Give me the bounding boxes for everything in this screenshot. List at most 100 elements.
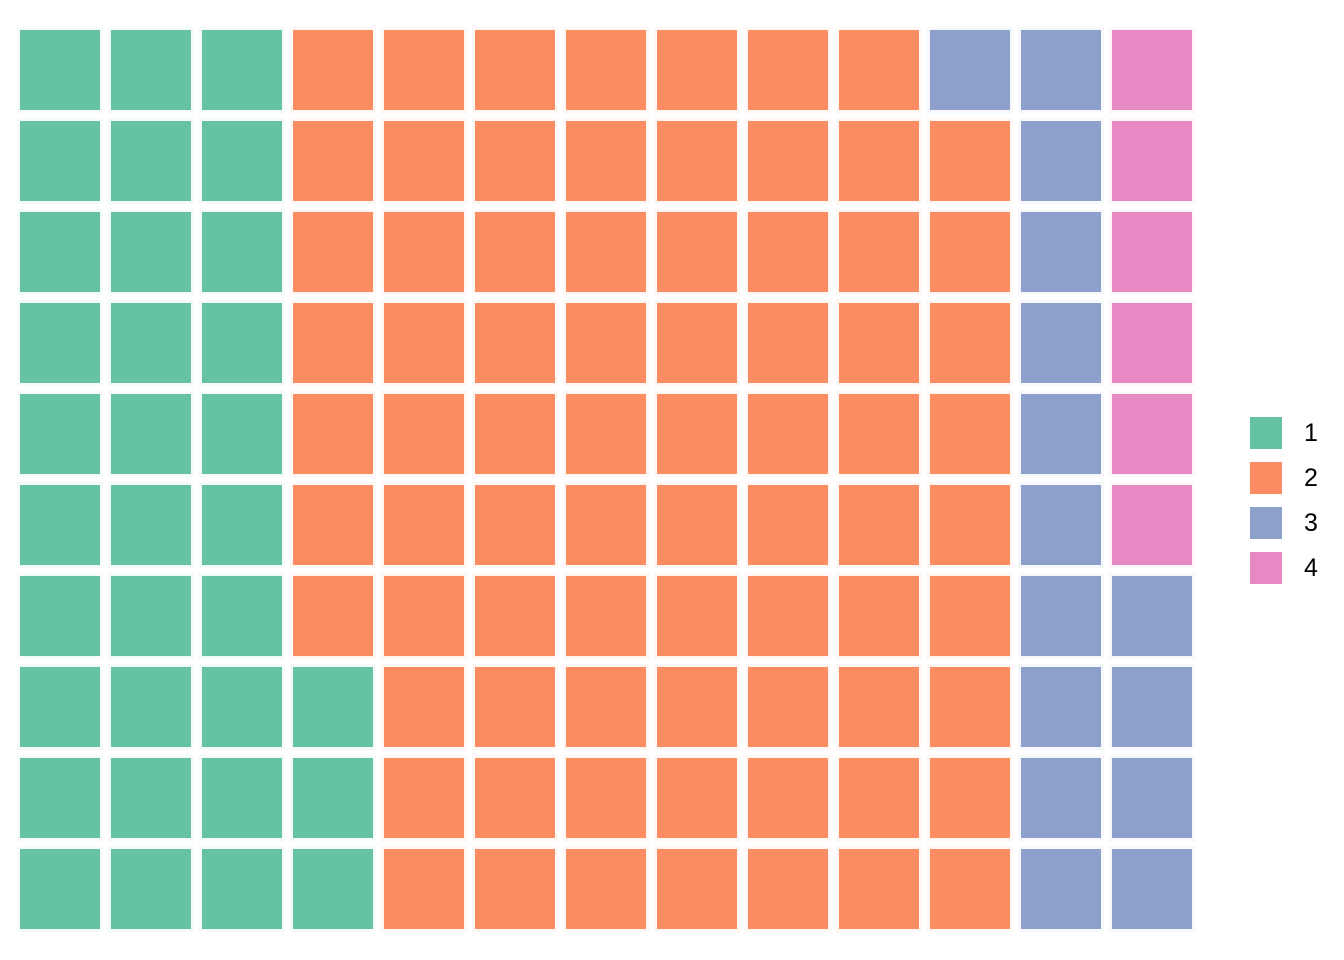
waffle-cell-r8c12-cat3 xyxy=(1021,667,1101,747)
waffle-cell-r3c2-cat1 xyxy=(111,212,191,292)
waffle-cell-r6c3-cat1 xyxy=(202,485,282,565)
waffle-cell-r5c1-cat1 xyxy=(20,394,100,474)
waffle-cell-r10c5-cat2 xyxy=(384,849,464,929)
waffle-cell-r9c6-cat2 xyxy=(475,758,555,838)
waffle-cell-r4c4-cat2 xyxy=(293,303,373,383)
waffle-cell-r4c3-cat1 xyxy=(202,303,282,383)
waffle-cell-r6c9-cat2 xyxy=(748,485,828,565)
waffle-cell-r8c8-cat2 xyxy=(657,667,737,747)
waffle-cell-r9c7-cat2 xyxy=(566,758,646,838)
waffle-cell-r3c11-cat2 xyxy=(930,212,1010,292)
waffle-cell-r2c1-cat1 xyxy=(20,121,100,201)
waffle-cell-r3c4-cat2 xyxy=(293,212,373,292)
waffle-cell-r1c8-cat2 xyxy=(657,30,737,110)
waffle-cell-r8c5-cat2 xyxy=(384,667,464,747)
waffle-cell-r3c7-cat2 xyxy=(566,212,646,292)
waffle-cell-r10c9-cat2 xyxy=(748,849,828,929)
waffle-cell-r2c3-cat1 xyxy=(202,121,282,201)
waffle-cell-r1c6-cat2 xyxy=(475,30,555,110)
waffle-cell-r6c7-cat2 xyxy=(566,485,646,565)
waffle-cell-r4c1-cat1 xyxy=(20,303,100,383)
waffle-cell-r10c2-cat1 xyxy=(111,849,191,929)
waffle-cell-r10c3-cat1 xyxy=(202,849,282,929)
waffle-cell-r9c13-cat3 xyxy=(1112,758,1192,838)
waffle-cell-r6c5-cat2 xyxy=(384,485,464,565)
waffle-cell-r10c7-cat2 xyxy=(566,849,646,929)
waffle-cell-r7c12-cat3 xyxy=(1021,576,1101,656)
waffle-cell-r4c12-cat3 xyxy=(1021,303,1101,383)
waffle-cell-r7c3-cat1 xyxy=(202,576,282,656)
waffle-cell-r7c5-cat2 xyxy=(384,576,464,656)
waffle-cell-r8c6-cat2 xyxy=(475,667,555,747)
legend-swatch-3 xyxy=(1250,507,1282,539)
waffle-cell-r9c2-cat1 xyxy=(111,758,191,838)
legend-swatch-1 xyxy=(1250,417,1282,449)
waffle-cell-r3c6-cat2 xyxy=(475,212,555,292)
waffle-cell-r1c1-cat1 xyxy=(20,30,100,110)
waffle-cell-r10c6-cat2 xyxy=(475,849,555,929)
legend: 1 2 3 4 xyxy=(1250,417,1318,584)
waffle-cell-r2c5-cat2 xyxy=(384,121,464,201)
waffle-cell-r9c3-cat1 xyxy=(202,758,282,838)
waffle-cell-r4c6-cat2 xyxy=(475,303,555,383)
waffle-cell-r2c12-cat3 xyxy=(1021,121,1101,201)
waffle-cell-r6c10-cat2 xyxy=(839,485,919,565)
waffle-cell-r5c2-cat1 xyxy=(111,394,191,474)
waffle-cell-r1c2-cat1 xyxy=(111,30,191,110)
waffle-cell-r6c2-cat1 xyxy=(111,485,191,565)
waffle-cell-r4c5-cat2 xyxy=(384,303,464,383)
waffle-cell-r2c6-cat2 xyxy=(475,121,555,201)
waffle-cell-r6c12-cat3 xyxy=(1021,485,1101,565)
waffle-cell-r1c3-cat1 xyxy=(202,30,282,110)
waffle-cell-r4c7-cat2 xyxy=(566,303,646,383)
waffle-cell-r2c2-cat1 xyxy=(111,121,191,201)
waffle-cell-r2c10-cat2 xyxy=(839,121,919,201)
waffle-chart-grid xyxy=(20,30,1192,929)
waffle-cell-r9c8-cat2 xyxy=(657,758,737,838)
waffle-cell-r10c13-cat3 xyxy=(1112,849,1192,929)
legend-label-3: 3 xyxy=(1304,508,1318,537)
waffle-cell-r3c1-cat1 xyxy=(20,212,100,292)
waffle-cell-r9c9-cat2 xyxy=(748,758,828,838)
waffle-cell-r10c12-cat3 xyxy=(1021,849,1101,929)
waffle-cell-r5c5-cat2 xyxy=(384,394,464,474)
waffle-cell-r9c1-cat1 xyxy=(20,758,100,838)
waffle-cell-r9c10-cat2 xyxy=(839,758,919,838)
waffle-cell-r3c13-cat4 xyxy=(1112,212,1192,292)
waffle-cell-r1c12-cat3 xyxy=(1021,30,1101,110)
legend-item-2: 2 xyxy=(1250,462,1318,494)
legend-item-1: 1 xyxy=(1250,417,1318,449)
waffle-cell-r8c11-cat2 xyxy=(930,667,1010,747)
waffle-cell-r6c4-cat2 xyxy=(293,485,373,565)
waffle-cell-r3c12-cat3 xyxy=(1021,212,1101,292)
waffle-cell-r4c9-cat2 xyxy=(748,303,828,383)
waffle-cell-r2c8-cat2 xyxy=(657,121,737,201)
legend-label-1: 1 xyxy=(1304,418,1318,447)
waffle-cell-r10c8-cat2 xyxy=(657,849,737,929)
waffle-cell-r9c5-cat2 xyxy=(384,758,464,838)
waffle-cell-r10c10-cat2 xyxy=(839,849,919,929)
waffle-cell-r7c6-cat2 xyxy=(475,576,555,656)
waffle-cell-r8c7-cat2 xyxy=(566,667,646,747)
waffle-cell-r2c7-cat2 xyxy=(566,121,646,201)
waffle-cell-r6c13-cat4 xyxy=(1112,485,1192,565)
waffle-cell-r1c13-cat4 xyxy=(1112,30,1192,110)
waffle-cell-r3c8-cat2 xyxy=(657,212,737,292)
waffle-cell-r9c12-cat3 xyxy=(1021,758,1101,838)
waffle-cell-r7c7-cat2 xyxy=(566,576,646,656)
waffle-cell-r1c5-cat2 xyxy=(384,30,464,110)
waffle-cell-r8c3-cat1 xyxy=(202,667,282,747)
waffle-cell-r2c11-cat2 xyxy=(930,121,1010,201)
waffle-cell-r10c4-cat1 xyxy=(293,849,373,929)
waffle-cell-r7c1-cat1 xyxy=(20,576,100,656)
waffle-cell-r1c10-cat2 xyxy=(839,30,919,110)
legend-item-4: 4 xyxy=(1250,552,1318,584)
waffle-cell-r8c2-cat1 xyxy=(111,667,191,747)
waffle-cell-r8c10-cat2 xyxy=(839,667,919,747)
waffle-cell-r4c2-cat1 xyxy=(111,303,191,383)
waffle-cell-r6c8-cat2 xyxy=(657,485,737,565)
legend-swatch-2 xyxy=(1250,462,1282,494)
waffle-cell-r10c11-cat2 xyxy=(930,849,1010,929)
waffle-cell-r7c4-cat2 xyxy=(293,576,373,656)
waffle-cell-r5c11-cat2 xyxy=(930,394,1010,474)
